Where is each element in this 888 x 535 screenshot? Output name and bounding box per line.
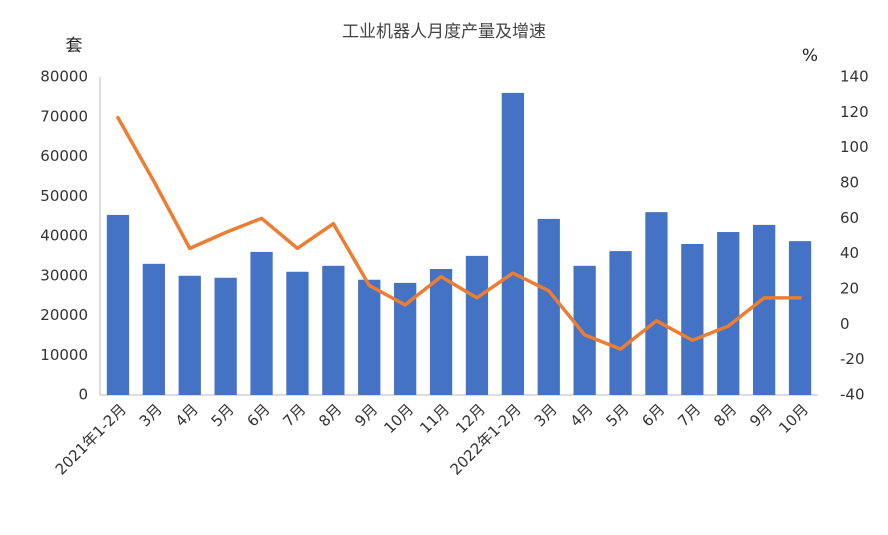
y2-axis-unit: % (802, 46, 818, 66)
x-tick-label: 11月 (416, 400, 453, 437)
x-tick-label: 4月 (172, 400, 202, 430)
bar (250, 251, 273, 395)
y2-tick-label: 80 (840, 174, 859, 192)
bar (537, 218, 560, 395)
bar (681, 243, 704, 395)
y2-tick-label: 60 (840, 209, 859, 227)
bar (788, 241, 812, 395)
x-tick-label: 3月 (136, 400, 166, 430)
x-tick-label: 6月 (638, 400, 668, 430)
y2-tick-label: 20 (840, 280, 859, 298)
x-tick-label: 4月 (567, 400, 597, 430)
y2-tick-label: 0 (840, 315, 850, 333)
bar (142, 263, 165, 395)
x-tick-label: 5月 (602, 400, 632, 430)
bar (322, 265, 345, 395)
y-axis-unit: 套 (66, 36, 83, 56)
x-tick-label: 7月 (279, 400, 309, 430)
x-tick-label: 3月 (531, 400, 561, 430)
bar (645, 212, 668, 395)
bar (178, 275, 201, 395)
bar (717, 232, 740, 395)
bar (394, 282, 417, 395)
y-tick-label: 0 (78, 386, 88, 404)
bar (286, 271, 309, 395)
y-tick-label: 30000 (40, 266, 88, 284)
bar (573, 265, 596, 395)
x-tick-label: 10月 (775, 400, 812, 437)
bar (609, 251, 632, 395)
x-tick-label: 5月 (208, 400, 238, 430)
bar (429, 268, 453, 395)
y2-tick-label: -20 (840, 350, 865, 368)
y-tick-label: 60000 (40, 147, 88, 165)
x-tick-label: 9月 (351, 400, 381, 430)
y2-tick-label: 140 (840, 68, 869, 86)
bar (358, 279, 381, 395)
x-tick-label: 6月 (243, 400, 273, 430)
x-tick-label: 8月 (710, 400, 740, 430)
y-tick-label: 50000 (40, 187, 88, 205)
bar (465, 255, 489, 395)
y-tick-label: 40000 (40, 227, 88, 245)
x-tick-label: 7月 (674, 400, 704, 430)
y2-tick-label: 120 (840, 103, 869, 121)
y-tick-label: 20000 (40, 306, 88, 324)
x-tick-label: 2021年1-2月 (52, 400, 130, 478)
y-tick-label: 70000 (40, 107, 88, 125)
bar (214, 277, 237, 395)
y2-tick-label: 40 (840, 244, 859, 262)
bar (753, 224, 776, 395)
line (116, 115, 802, 351)
y2-tick-label: -40 (840, 386, 865, 404)
x-tick-label: 8月 (315, 400, 345, 430)
x-tick-label: 10月 (380, 400, 417, 437)
x-tick-label: 9月 (746, 400, 776, 430)
y-tick-label: 10000 (40, 346, 88, 364)
y2-tick-label: 100 (840, 138, 869, 156)
chart-title: 工业机器人月度产量及增速 (342, 22, 546, 42)
bar (106, 214, 130, 395)
y-tick-label: 80000 (40, 68, 88, 86)
bar (501, 92, 524, 396)
